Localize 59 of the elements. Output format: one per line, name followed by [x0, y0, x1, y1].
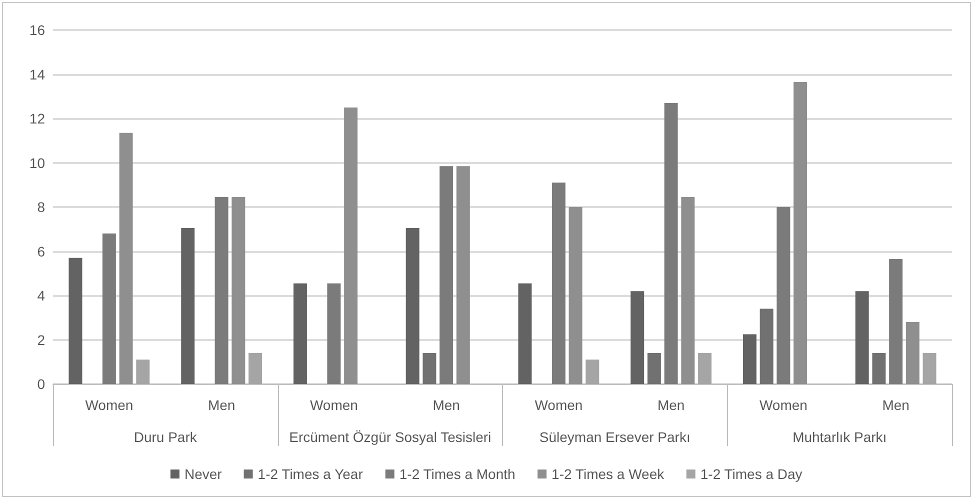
y-tick-label: 10 [29, 154, 46, 171]
bar [119, 132, 133, 384]
bar [518, 283, 532, 384]
bar [586, 360, 600, 384]
bar [293, 283, 307, 384]
x-tick-label: Women [85, 397, 134, 413]
y-tick-label: 14 [29, 66, 46, 82]
y-tick-label: 8 [37, 199, 46, 215]
legend-label: 1-2 Times a Day [700, 466, 802, 482]
bar [855, 291, 869, 384]
bar [664, 103, 678, 384]
bar [906, 322, 920, 384]
text: Ercüment Özgür Sosyal Tesisleri [289, 429, 492, 445]
bar [568, 207, 582, 384]
bar [698, 353, 712, 384]
bar [440, 166, 454, 384]
bar [889, 258, 903, 384]
bar [344, 107, 358, 384]
bar [68, 258, 82, 384]
bar [214, 197, 228, 384]
x-tick-label: Men [208, 397, 236, 413]
bar [872, 353, 886, 384]
bar [232, 197, 246, 384]
bar [922, 353, 936, 384]
bar [456, 166, 470, 384]
text: Süleyman Ersever Parkı [539, 429, 690, 445]
legend-label: 1-2 Times a Year [258, 466, 364, 482]
y-tick-label: 0 [37, 376, 46, 392]
x-tick-label: Men [882, 397, 910, 413]
bar [552, 182, 566, 384]
bar [647, 353, 661, 384]
bar [248, 353, 262, 384]
text: Duru Park [134, 429, 198, 445]
bar [422, 353, 436, 384]
bar [102, 234, 116, 384]
bar [406, 228, 420, 384]
bar [794, 82, 808, 384]
y-tick-label: 16 [29, 22, 46, 38]
legend-label: 1-2 Times a Week [552, 466, 666, 482]
y-tick-label: 12 [29, 110, 46, 126]
bar [136, 360, 150, 384]
y-tick-label: 4 [37, 288, 46, 304]
x-tick-label: Women [310, 397, 358, 413]
bar [181, 228, 195, 384]
x-tick-label: Men [432, 397, 460, 413]
bar [760, 308, 774, 384]
text: Muhtarlık Parkı [792, 429, 887, 445]
x-tick-label: Men [657, 397, 685, 413]
x-tick-label: Women [759, 397, 808, 413]
bar [630, 291, 644, 384]
legend-label: 1-2 Times a Month [399, 466, 516, 482]
bar [742, 334, 756, 384]
y-tick-label: 6 [37, 243, 46, 260]
y-tick-label: 2 [37, 332, 46, 348]
bar [327, 283, 341, 384]
bar [681, 197, 695, 384]
legend-label: Never [184, 466, 222, 482]
x-tick-label: Women [534, 397, 583, 413]
bar [776, 207, 790, 384]
